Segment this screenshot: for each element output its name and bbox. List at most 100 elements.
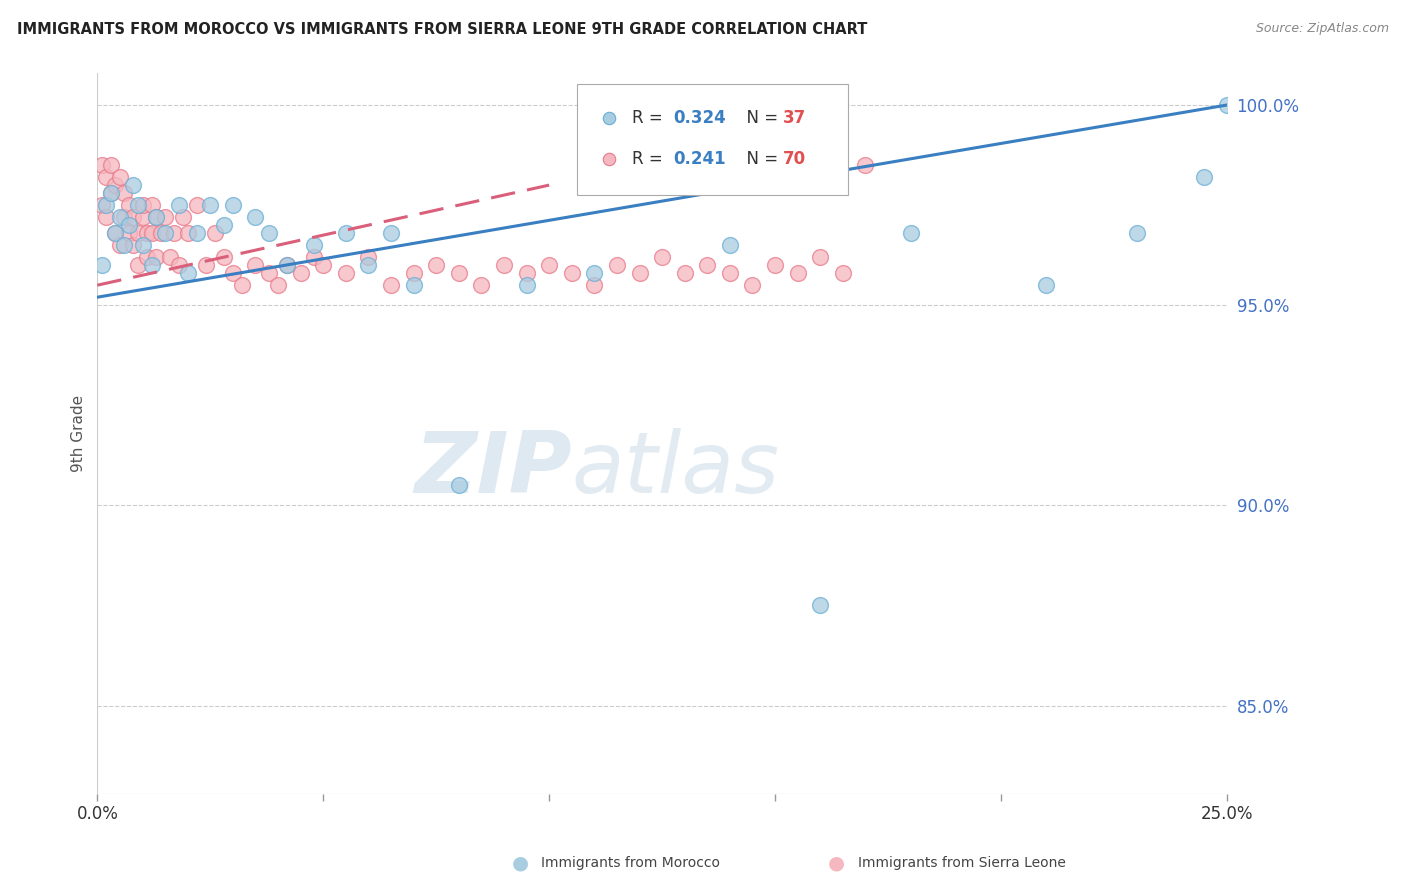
Point: [302, 238, 325, 252]
Point: [696, 258, 718, 272]
Text: 37: 37: [783, 110, 806, 128]
Point: [222, 198, 245, 212]
Point: [114, 238, 136, 252]
Point: [276, 258, 298, 272]
Point: [763, 258, 786, 272]
Point: [127, 258, 149, 272]
Point: [673, 266, 696, 280]
Point: [122, 210, 145, 224]
Point: [425, 258, 447, 272]
Point: [118, 218, 141, 232]
Point: [257, 266, 280, 280]
Point: [141, 198, 163, 212]
Point: [302, 250, 325, 264]
Point: [204, 226, 226, 240]
Point: [402, 266, 425, 280]
Point: [108, 210, 131, 224]
Point: [118, 198, 141, 212]
Point: [90, 258, 112, 272]
Point: [651, 250, 673, 264]
Point: [561, 266, 583, 280]
Text: atlas: atlas: [572, 428, 780, 511]
Point: [245, 210, 267, 224]
Point: [380, 278, 402, 293]
Y-axis label: 9th Grade: 9th Grade: [72, 395, 86, 472]
Text: N =: N =: [735, 110, 783, 128]
Point: [718, 238, 741, 252]
Text: Immigrants from Sierra Leone: Immigrants from Sierra Leone: [858, 856, 1066, 871]
Point: [163, 226, 186, 240]
Point: [186, 226, 208, 240]
Point: [718, 266, 741, 280]
Point: [90, 198, 112, 212]
Point: [583, 278, 606, 293]
Point: [108, 238, 131, 252]
Point: [1194, 170, 1216, 185]
Point: [100, 186, 122, 200]
Point: [131, 238, 153, 252]
Point: [145, 210, 167, 224]
Point: [380, 226, 402, 240]
Point: [786, 266, 808, 280]
Text: N =: N =: [735, 151, 783, 169]
Point: [141, 226, 163, 240]
Text: Immigrants from Morocco: Immigrants from Morocco: [541, 856, 720, 871]
Point: [516, 266, 538, 280]
Point: [159, 250, 181, 264]
Point: [447, 266, 470, 280]
Point: [1125, 226, 1147, 240]
Point: [96, 198, 118, 212]
Text: R =: R =: [631, 151, 668, 169]
Point: [492, 258, 515, 272]
Text: ●: ●: [828, 854, 845, 873]
Point: [276, 258, 298, 272]
Point: [136, 226, 159, 240]
Point: [127, 226, 149, 240]
Text: ZIP: ZIP: [415, 428, 572, 511]
Point: [104, 226, 127, 240]
Point: [200, 198, 222, 212]
Point: [1035, 278, 1057, 293]
Point: [100, 158, 122, 172]
Point: [131, 210, 153, 224]
Point: [831, 266, 853, 280]
Point: [153, 226, 176, 240]
Point: [583, 266, 606, 280]
Point: [131, 198, 153, 212]
Point: [177, 266, 200, 280]
Point: [122, 178, 145, 192]
Point: [104, 226, 127, 240]
Point: [628, 266, 651, 280]
Point: [100, 186, 122, 200]
Text: Source: ZipAtlas.com: Source: ZipAtlas.com: [1256, 22, 1389, 36]
Point: [104, 178, 127, 192]
Point: [900, 226, 922, 240]
Text: 0.324: 0.324: [673, 110, 725, 128]
Point: [447, 478, 470, 492]
Point: [153, 210, 176, 224]
Point: [516, 278, 538, 293]
Point: [127, 198, 149, 212]
Point: [470, 278, 492, 293]
Point: [538, 258, 561, 272]
Point: [141, 258, 163, 272]
Point: [96, 170, 118, 185]
Point: [212, 250, 235, 264]
Point: [357, 250, 380, 264]
Text: R =: R =: [631, 110, 668, 128]
Point: [145, 250, 167, 264]
Point: [1216, 98, 1239, 112]
FancyBboxPatch shape: [578, 84, 848, 195]
Point: [167, 258, 190, 272]
Point: [136, 250, 159, 264]
Point: [257, 226, 280, 240]
Text: IMMIGRANTS FROM MOROCCO VS IMMIGRANTS FROM SIERRA LEONE 9TH GRADE CORRELATION CH: IMMIGRANTS FROM MOROCCO VS IMMIGRANTS FR…: [17, 22, 868, 37]
Point: [122, 238, 145, 252]
Point: [114, 186, 136, 200]
Point: [90, 158, 112, 172]
Point: [118, 226, 141, 240]
Point: [267, 278, 290, 293]
Point: [290, 266, 312, 280]
Point: [186, 198, 208, 212]
Text: ●: ●: [512, 854, 529, 873]
